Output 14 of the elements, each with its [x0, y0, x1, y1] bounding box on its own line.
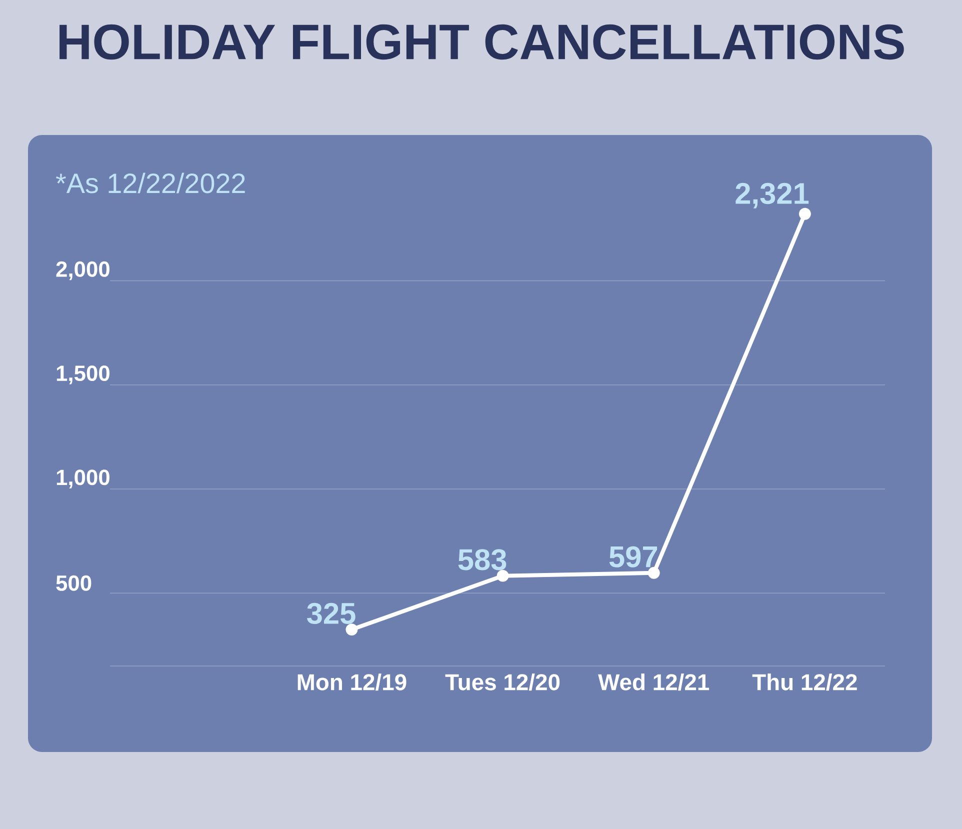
x-tick-label: Thu 12/22	[752, 674, 857, 691]
x-tick-label: Wed 12/21	[598, 674, 710, 691]
x-tick-label: Tues 12/20	[445, 674, 560, 691]
text: *As 12/22/2022	[56, 172, 245, 194]
data-label: 2,321	[736, 182, 809, 208]
y-tick-label: 1,500	[56, 366, 110, 384]
y-tick-label: 1,000	[56, 470, 110, 488]
y-tick-label: 500	[56, 575, 92, 591]
data-label: 597	[609, 546, 658, 568]
y-tick-label: 2,000	[56, 261, 110, 280]
data-label: 325	[307, 602, 356, 624]
x-tick-label: Mon 12/19	[298, 674, 406, 691]
chart-title: HOLIDAY FLIGHT CANCELLATIONS	[60, 24, 904, 60]
data-label: 583	[458, 549, 506, 570]
